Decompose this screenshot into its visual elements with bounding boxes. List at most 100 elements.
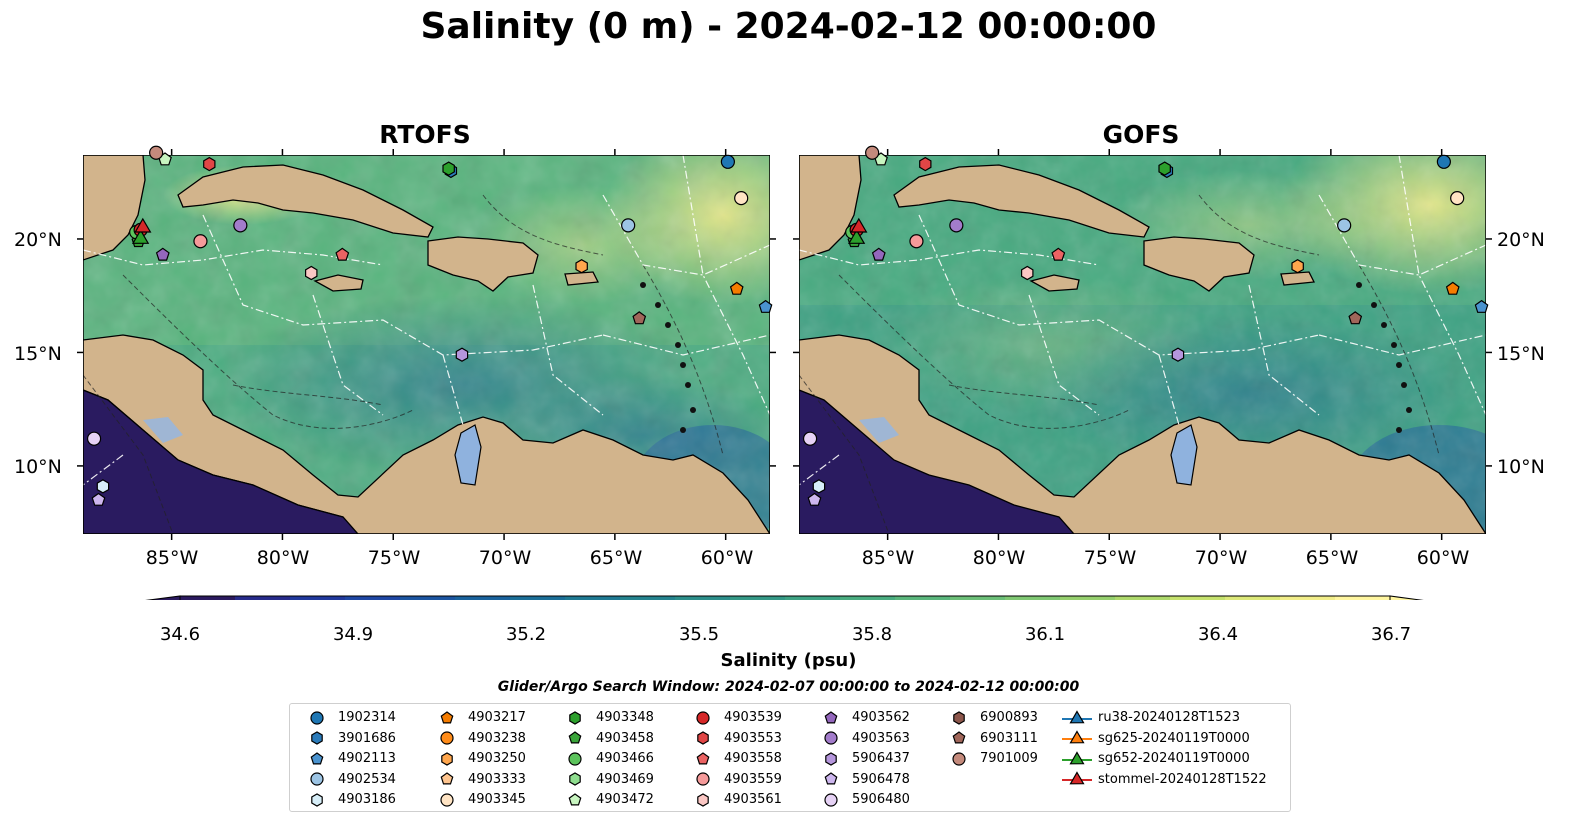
legend-marker-icon <box>310 751 324 764</box>
lon-label-80-left: 80°W <box>256 547 310 569</box>
lon-label-75-left: 75°W <box>367 547 421 569</box>
legend-marker-icon <box>696 751 710 764</box>
colorbar-segment <box>785 596 841 600</box>
colorbar-segment <box>1335 596 1391 600</box>
float-marker-5906480 <box>802 431 818 446</box>
legend-label: 4903250 <box>468 751 526 766</box>
legend-glyph <box>824 792 838 807</box>
legend-label: 1902314 <box>338 710 396 725</box>
colorbar-segment <box>730 596 786 600</box>
legend-glyph <box>696 772 710 786</box>
legend-glyph <box>1069 709 1085 723</box>
legend-marker-icon <box>697 731 709 745</box>
legend-glyph <box>569 772 581 786</box>
float-marker-7901009 <box>865 145 880 160</box>
legend-glyph <box>568 792 582 805</box>
legend-glyph <box>440 710 454 723</box>
colorbar-frame <box>179 595 1391 600</box>
legend-marker-icon <box>441 751 453 766</box>
legend-marker-icon <box>953 710 965 725</box>
float-marker-4903186 <box>812 479 826 494</box>
legend-item-5906478: 5906478 <box>814 769 910 790</box>
float-marker-4903563 <box>949 218 964 233</box>
lon-label-85-right: 85°W <box>861 547 915 569</box>
legend-item-5906480: 5906480 <box>814 789 910 810</box>
map-canvas <box>77 145 1492 600</box>
legend-item-4903559: 4903559 <box>686 769 782 790</box>
legend-marker-icon <box>440 792 454 807</box>
legend-label: 4903345 <box>468 792 526 807</box>
legend: 1902314 3901686 4902113 4902534 4903186 49032… <box>289 703 1291 812</box>
float-marker-4903217 <box>1445 281 1460 295</box>
legend-item-4902534: 4902534 <box>300 769 396 790</box>
legend-glyph <box>696 751 710 764</box>
legend-marker-icon <box>952 731 966 744</box>
float-marker-4903217 <box>729 281 744 295</box>
lon-label-70-right: 70°W <box>1194 547 1248 569</box>
legend-glyph <box>697 731 709 745</box>
legend-item-4903553: 4903553 <box>686 728 782 749</box>
legend-label: 4903238 <box>468 730 526 746</box>
float-marker-4903558 <box>1051 247 1066 261</box>
legend-item-ru38-20240128T1523: ru38-20240128T1523 <box>1060 707 1240 728</box>
lat-label-20-left: 20°N <box>14 229 62 251</box>
colorbar-tick: 36.1 <box>1024 624 1066 645</box>
lon-label-65-right: 65°W <box>1305 547 1359 569</box>
legend-glyph <box>440 731 454 745</box>
legend-marker-icon <box>824 792 838 807</box>
legend-glyph <box>825 751 837 766</box>
float-marker-1902314 <box>720 154 735 169</box>
legend-glyph <box>1069 771 1085 785</box>
legend-item-1902314: 1902314 <box>300 707 396 728</box>
lon-label-65-left: 65°W <box>589 547 643 569</box>
legend-marker-icon <box>310 710 324 725</box>
legend-glyph <box>310 772 324 786</box>
legend-label: 4902534 <box>338 771 396 787</box>
lon-label-75-right: 75°W <box>1083 547 1137 569</box>
panel-title-rtofs: RTOFS <box>379 120 471 149</box>
legend-label: 4903562 <box>852 710 910 725</box>
lat-label-15-right: 15°N <box>1497 343 1545 365</box>
float-marker-4903553 <box>203 156 216 172</box>
colorbar-segment <box>345 596 401 600</box>
colorbar-segment <box>510 596 566 600</box>
legend-glyph <box>440 772 454 785</box>
colorbar <box>145 595 1424 600</box>
legend-item-4903466: 4903466 <box>558 748 654 769</box>
legend-item-4903345: 4903345 <box>430 789 526 810</box>
legend-label: sg652-20240119T0000 <box>1098 751 1250 766</box>
float-marker-4903250 <box>1291 259 1304 274</box>
map-panel-rtofs <box>83 145 773 534</box>
legend-item-4903217: 4903217 <box>430 707 526 728</box>
float-marker-4902534 <box>1337 218 1352 233</box>
float-marker-5906437 <box>455 347 469 362</box>
colorbar-segment <box>895 596 951 600</box>
legend-glyph <box>824 731 838 745</box>
legend-label: stommel-20240128T1522 <box>1098 771 1267 787</box>
legend-glyph <box>568 751 582 766</box>
legend-marker-icon <box>1062 750 1092 764</box>
lat-label-10-right: 10°N <box>1497 456 1545 478</box>
float-marker-4903559 <box>909 234 924 249</box>
legend-item-sg625-20240119T0000: sg625-20240119T0000 <box>1060 728 1250 749</box>
colorbar-tick: 35.5 <box>678 624 720 645</box>
legend-label: 4903458 <box>596 730 654 746</box>
colorbar-extend-low <box>145 595 181 600</box>
legend-glyph <box>310 751 324 764</box>
legend-item-4903458: 4903458 <box>558 728 654 749</box>
legend-marker-icon <box>311 792 323 807</box>
colorbar-segment <box>455 596 511 600</box>
float-marker-4903345 <box>1450 191 1465 206</box>
colorbar-tick: 34.9 <box>332 624 374 645</box>
legend-item-4903563: 4903563 <box>814 728 910 749</box>
legend-item-4903333: 4903333 <box>430 769 526 790</box>
legend-marker-icon <box>440 772 454 785</box>
legend-item-7901009: 7901009 <box>942 748 1038 769</box>
float-marker-5906478 <box>91 492 106 506</box>
float-marker-4903562 <box>871 247 886 261</box>
legend-marker-icon <box>568 731 582 744</box>
legend-marker-icon <box>697 792 709 807</box>
legend-label: 4903539 <box>724 710 782 725</box>
legend-glyph <box>310 710 324 725</box>
lat-label-15-left: 15°N <box>14 343 62 365</box>
